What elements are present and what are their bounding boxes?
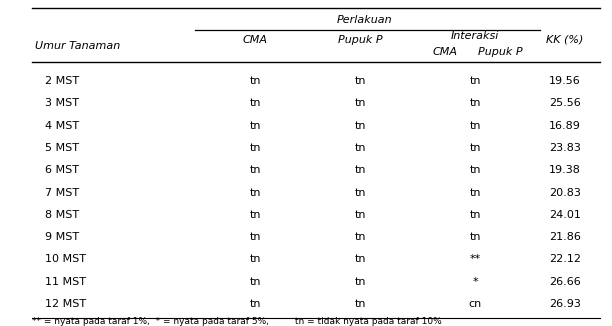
Text: tn: tn <box>469 121 481 131</box>
Text: 26.93: 26.93 <box>549 299 581 309</box>
Text: tn: tn <box>469 232 481 242</box>
Text: Pupuk P: Pupuk P <box>338 35 382 45</box>
Text: tn: tn <box>469 187 481 198</box>
Text: 19.38: 19.38 <box>549 165 581 175</box>
Text: tn: tn <box>354 299 366 309</box>
Text: tn: tn <box>249 254 261 264</box>
Text: cn: cn <box>468 299 482 309</box>
Text: Interaksi: Interaksi <box>451 31 499 41</box>
Text: tn: tn <box>354 276 366 287</box>
Text: tn: tn <box>249 143 261 153</box>
Text: tn: tn <box>354 121 366 131</box>
Text: 22.12: 22.12 <box>549 254 581 264</box>
Text: 9 MST: 9 MST <box>45 232 79 242</box>
Text: tn: tn <box>469 98 481 109</box>
Text: tn: tn <box>469 76 481 86</box>
Text: Umur Tanaman: Umur Tanaman <box>35 41 120 51</box>
Text: 10 MST: 10 MST <box>45 254 86 264</box>
Text: 7 MST: 7 MST <box>45 187 79 198</box>
Text: tn: tn <box>469 143 481 153</box>
Text: 2 MST: 2 MST <box>45 76 79 86</box>
Text: tn: tn <box>354 165 366 175</box>
Text: 11 MST: 11 MST <box>45 276 86 287</box>
Text: 21.86: 21.86 <box>549 232 581 242</box>
Text: tn: tn <box>249 299 261 309</box>
Text: tn: tn <box>354 232 366 242</box>
Text: tn: tn <box>354 98 366 109</box>
Text: tn: tn <box>249 187 261 198</box>
Text: tn: tn <box>354 76 366 86</box>
Text: 25.56: 25.56 <box>549 98 581 109</box>
Text: Perlakuan: Perlakuan <box>337 15 393 25</box>
Text: tn: tn <box>354 210 366 220</box>
Text: 20.83: 20.83 <box>549 187 581 198</box>
Text: tn: tn <box>469 165 481 175</box>
Text: tn: tn <box>469 210 481 220</box>
Text: KK (%): KK (%) <box>547 35 584 45</box>
Text: 23.83: 23.83 <box>549 143 581 153</box>
Text: tn: tn <box>249 276 261 287</box>
Text: 26.66: 26.66 <box>549 276 581 287</box>
Text: tn: tn <box>354 143 366 153</box>
Text: ** = nyata pada taraf 1%,  * = nyata pada taraf 5%,         tn = tidak nyata pad: ** = nyata pada taraf 1%, * = nyata pada… <box>32 318 442 326</box>
Text: 16.89: 16.89 <box>549 121 581 131</box>
Text: Pupuk P: Pupuk P <box>478 47 522 57</box>
Text: *: * <box>472 276 478 287</box>
Text: tn: tn <box>249 98 261 109</box>
Text: CMA: CMA <box>242 35 267 45</box>
Text: 24.01: 24.01 <box>549 210 581 220</box>
Text: 12 MST: 12 MST <box>45 299 86 309</box>
Text: **: ** <box>469 254 480 264</box>
Text: tn: tn <box>249 210 261 220</box>
Text: tn: tn <box>354 187 366 198</box>
Text: CMA: CMA <box>433 47 458 57</box>
Text: 3 MST: 3 MST <box>45 98 79 109</box>
Text: 8 MST: 8 MST <box>45 210 79 220</box>
Text: 5 MST: 5 MST <box>45 143 79 153</box>
Text: tn: tn <box>249 76 261 86</box>
Text: tn: tn <box>249 232 261 242</box>
Text: 4 MST: 4 MST <box>45 121 79 131</box>
Text: tn: tn <box>249 121 261 131</box>
Text: 6 MST: 6 MST <box>45 165 79 175</box>
Text: tn: tn <box>354 254 366 264</box>
Text: 19.56: 19.56 <box>549 76 581 86</box>
Text: tn: tn <box>249 165 261 175</box>
